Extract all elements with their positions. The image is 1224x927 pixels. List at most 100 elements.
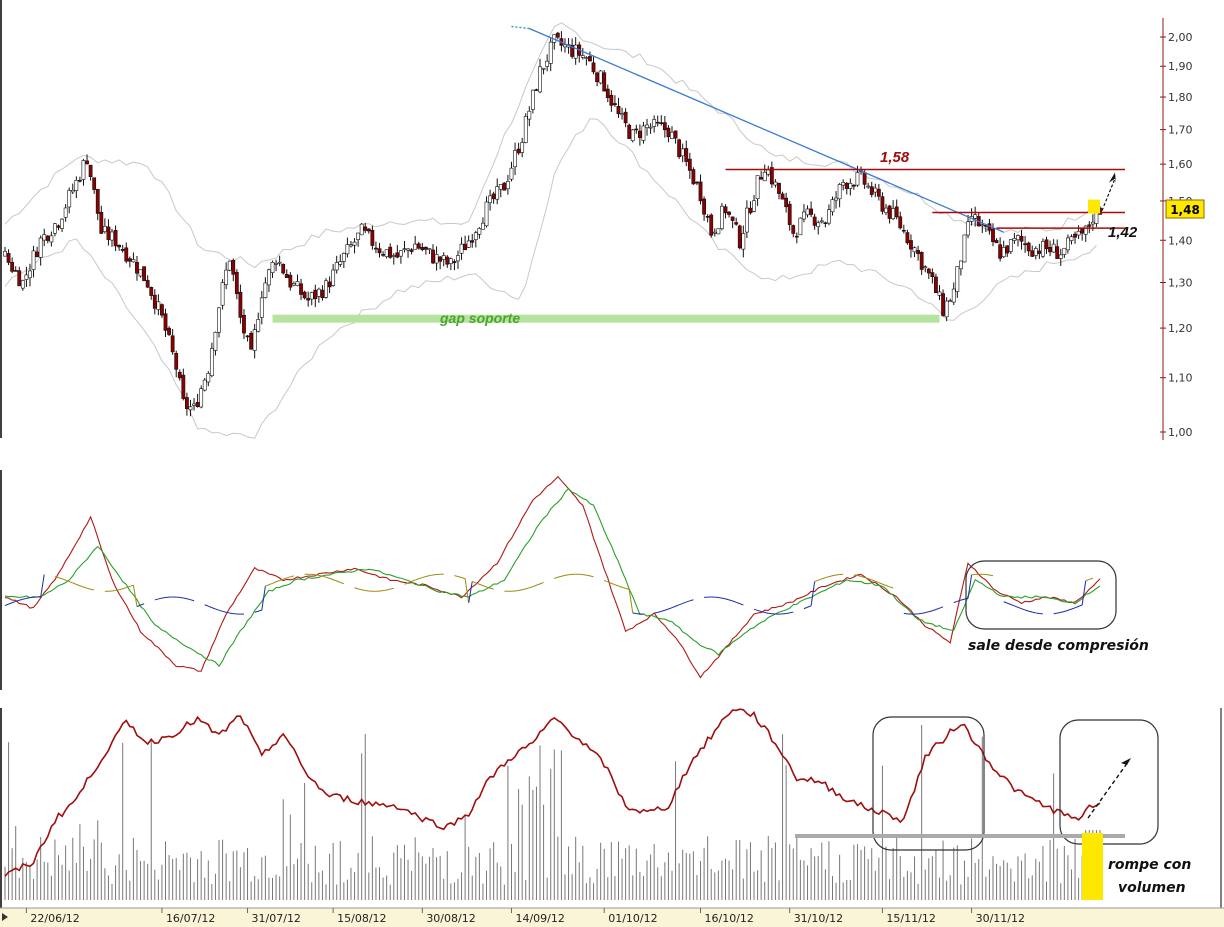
oscillator-signal-segment xyxy=(275,580,280,583)
oscillator-signal-segment xyxy=(154,598,159,601)
candle xyxy=(427,248,432,254)
candle-body xyxy=(170,335,175,353)
oscillator-signal-segment xyxy=(340,581,345,585)
candle xyxy=(1030,245,1035,257)
date-tick-label: 15/08/12 xyxy=(337,912,386,925)
candle xyxy=(588,51,592,62)
oscillator-signal-segment xyxy=(40,574,45,598)
candle-body xyxy=(695,181,699,184)
candle xyxy=(555,31,560,40)
candle-body xyxy=(274,263,278,265)
candle-body xyxy=(320,289,325,299)
candle-body xyxy=(102,225,107,232)
candle xyxy=(866,182,871,189)
candle-body xyxy=(894,206,899,218)
candle-body xyxy=(1030,250,1035,257)
candle-body xyxy=(623,111,628,124)
oscillator-signal-segment xyxy=(589,575,594,578)
candle-body xyxy=(584,57,589,59)
candle-body xyxy=(1076,230,1081,236)
candle xyxy=(901,224,906,234)
candle-body xyxy=(937,291,942,296)
candle xyxy=(705,214,710,223)
oscillator-signal-segment xyxy=(935,607,940,610)
volume-average-path xyxy=(4,708,1101,877)
candle xyxy=(3,246,7,257)
candle-body xyxy=(1090,221,1095,225)
candle xyxy=(552,34,557,50)
candle xyxy=(520,137,525,158)
candle xyxy=(773,179,778,188)
candle-body xyxy=(53,223,57,234)
candle-body xyxy=(834,197,838,201)
volume-arrow-line xyxy=(1087,761,1129,819)
candle-body xyxy=(10,262,15,272)
oscillator-signal-segment xyxy=(953,600,958,604)
candle-body xyxy=(912,247,917,253)
candle xyxy=(873,183,878,198)
candle xyxy=(652,115,657,133)
candle xyxy=(509,161,514,182)
candle xyxy=(249,331,254,350)
candle xyxy=(1065,234,1070,254)
candle xyxy=(662,116,667,138)
candle-body xyxy=(56,225,61,228)
candle xyxy=(152,289,157,315)
candle-body xyxy=(245,335,250,338)
candle-body xyxy=(206,373,211,383)
candle-body xyxy=(1073,233,1077,238)
candle-body xyxy=(316,288,321,297)
candle xyxy=(170,328,175,355)
candle xyxy=(78,176,82,183)
candle xyxy=(24,266,29,287)
candle-body xyxy=(1080,228,1085,234)
candle-body xyxy=(509,167,514,180)
candle-body xyxy=(948,300,953,302)
oscillator-signal-segment xyxy=(72,582,77,585)
candle-body xyxy=(645,124,649,129)
candle xyxy=(723,204,728,219)
candle-body xyxy=(24,274,29,280)
candle-body xyxy=(281,264,286,274)
oscillator-signal-segment xyxy=(857,575,862,577)
oscillator-signal-segment xyxy=(425,575,430,578)
candle xyxy=(459,237,464,260)
last-price-label: 1,48 xyxy=(1170,203,1200,217)
candle xyxy=(926,267,931,280)
date-tick-label: 31/07/12 xyxy=(252,912,301,925)
oscillator-signal-segment xyxy=(454,575,459,577)
oscillator-signal-segment xyxy=(489,587,494,590)
candle-body xyxy=(673,130,678,139)
candle xyxy=(648,123,653,134)
candle xyxy=(613,95,617,107)
candle-body xyxy=(20,280,25,289)
candle-body xyxy=(359,223,364,236)
y-tick-label: 1,60 xyxy=(1168,158,1193,171)
candle-body xyxy=(438,256,443,262)
candle xyxy=(623,108,628,128)
candle-body xyxy=(181,374,186,399)
candle-body xyxy=(830,199,835,213)
candle-body xyxy=(805,208,810,216)
candle xyxy=(406,248,410,258)
candle-body xyxy=(381,254,385,256)
price-y-axis: 2,001,901,801,701,601,501,401,301,201,10… xyxy=(1160,31,1193,439)
volume-arrow-head xyxy=(1121,758,1131,765)
candle xyxy=(894,199,899,220)
candle xyxy=(513,142,517,176)
candle xyxy=(434,246,439,271)
candle xyxy=(338,254,343,267)
oscillator-signal-segment xyxy=(65,579,70,583)
candle-body xyxy=(1023,243,1027,246)
oscillator-signal-segment xyxy=(1078,604,1083,607)
candle-body xyxy=(188,406,193,411)
candle xyxy=(541,67,546,75)
candle-body xyxy=(331,269,336,286)
candle-body xyxy=(416,243,421,249)
date-axis-scroll-arrow[interactable] xyxy=(2,913,8,921)
candle xyxy=(238,284,243,324)
candle-body xyxy=(1044,239,1049,250)
oscillator-signal-segment xyxy=(921,612,926,614)
oscillator-signal-segment xyxy=(657,610,662,613)
